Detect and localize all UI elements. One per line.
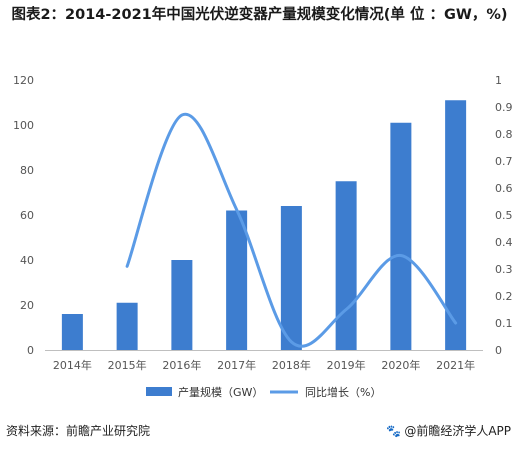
right-tick-label: 0.5	[495, 209, 513, 222]
chart: 0 20 40 60 80 100 120 0 0.1 0.2 0.3 0.4 0.5 0.6 0.7 0.…	[13, 74, 513, 399]
right-tick-label: 0.7	[495, 155, 513, 168]
right-tick-label: 0.2	[495, 290, 513, 303]
left-tick-label: 0	[27, 344, 34, 357]
brand-label: @前瞻经济学人APP	[404, 424, 511, 438]
left-tick-label: 120	[13, 74, 34, 87]
bar	[445, 100, 467, 350]
left-tick-label: 100	[13, 119, 34, 132]
bar	[280, 206, 302, 350]
x-tick-label: 2018年	[272, 358, 311, 372]
bar	[116, 302, 138, 350]
right-tick-label: 0.9	[495, 101, 513, 114]
brand-credit: 🐾 @前瞻经济学人APP	[386, 420, 511, 442]
legend-bar-swatch	[146, 387, 172, 396]
x-tick-label: 2014年	[53, 358, 92, 372]
right-tick-label: 0.6	[495, 182, 513, 195]
right-tick-label: 0	[495, 344, 502, 357]
x-tick-label: 2020年	[381, 358, 420, 372]
bar-series	[61, 100, 467, 350]
legend-bar-label: 产量规模（GW）	[178, 385, 263, 399]
paw-icon: 🐾	[386, 424, 402, 438]
legend-line-label: 同比增长（%）	[305, 385, 381, 399]
x-tick-label: 2017年	[217, 358, 256, 372]
x-tick-label: 2019年	[327, 358, 366, 372]
right-tick-label: 1	[495, 74, 502, 87]
right-tick-label: 0.1	[495, 317, 513, 330]
right-tick-label: 0.3	[495, 263, 513, 276]
bar	[226, 210, 248, 350]
right-tick-label: 0.4	[495, 236, 513, 249]
left-tick-label: 40	[20, 254, 34, 267]
right-axis: 0 0.1 0.2 0.3 0.4 0.5 0.6 0.7 0.8 0.9 1	[495, 74, 513, 357]
x-tick-label: 2021年	[436, 358, 475, 372]
footer: 资料来源：前瞻产业研究院 🐾 @前瞻经济学人APP	[4, 420, 515, 442]
left-tick-label: 20	[20, 299, 34, 312]
legend: 产量规模（GW） 同比增长（%）	[146, 385, 381, 399]
right-tick-label: 0.8	[495, 128, 513, 141]
left-axis: 0 20 40 60 80 100 120	[13, 74, 34, 357]
source-note: 资料来源：前瞻产业研究院	[6, 424, 151, 438]
x-tick-label: 2015年	[108, 358, 147, 372]
left-tick-label: 60	[20, 209, 34, 222]
chart-title: 图表2：2014-2021年中国光伏逆变器产量规模变化情况(单 位 ：GW，%)	[11, 7, 508, 23]
bar	[61, 314, 83, 350]
bar	[171, 260, 193, 350]
growth-line	[125, 112, 458, 348]
bar	[335, 181, 357, 350]
bar	[390, 122, 412, 350]
x-tick-label: 2016年	[162, 358, 201, 372]
x-axis-labels: 2014年 2015年 2016年 2017年 2018年 2019年 2020年 2021年	[53, 358, 475, 372]
line-series	[125, 112, 458, 348]
left-tick-label: 80	[20, 164, 34, 177]
